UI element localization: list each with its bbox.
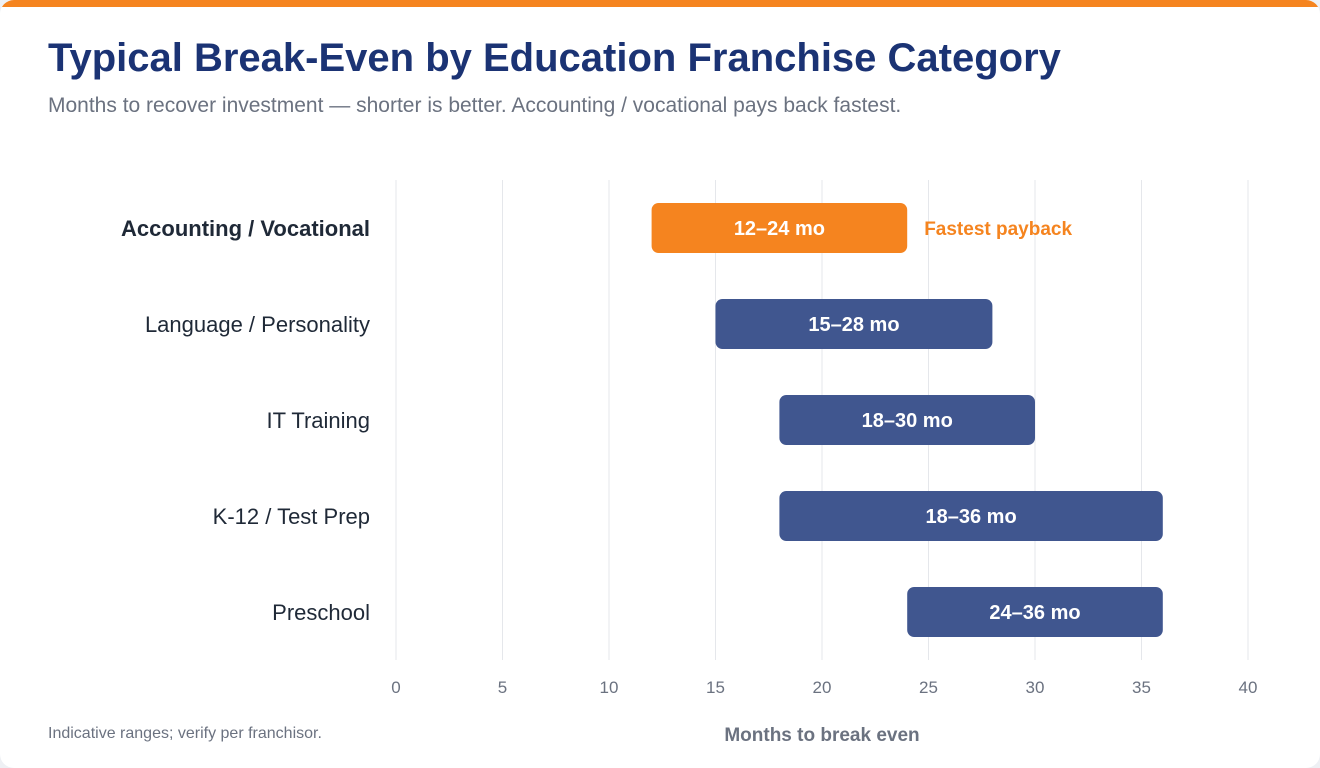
range-bar <box>779 395 1035 445</box>
chart-subtitle: Months to recover investment — shorter i… <box>48 94 902 117</box>
bar-data-label: 12–24 mo <box>734 218 825 240</box>
bar-data-label: 18–30 mo <box>862 410 953 432</box>
category-label: Preschool <box>272 600 370 625</box>
x-tick-label: 20 <box>813 678 832 697</box>
bar-data-label: 18–36 mo <box>926 506 1017 528</box>
category-label: IT Training <box>266 408 370 433</box>
x-tick-label: 35 <box>1132 678 1151 697</box>
x-axis-label: Months to break even <box>724 725 919 746</box>
accent-top-bar <box>0 0 1320 7</box>
range-bar <box>907 587 1163 637</box>
x-tick-label: 5 <box>498 678 507 697</box>
bar-data-label: 24–36 mo <box>989 602 1080 624</box>
chart-title: Typical Break-Even by Education Franchis… <box>48 36 1061 80</box>
range-bar <box>779 491 1163 541</box>
bar-data-label: 15–28 mo <box>808 314 899 336</box>
fastest-payback-annotation: Fastest payback <box>924 219 1072 240</box>
category-label: Language / Personality <box>145 312 370 337</box>
x-tick-label: 0 <box>391 678 400 697</box>
x-tick-label: 15 <box>706 678 725 697</box>
footnote: Indicative ranges; verify per franchisor… <box>48 725 322 742</box>
x-tick-label: 30 <box>1026 678 1045 697</box>
category-label: Accounting / Vocational <box>121 216 370 241</box>
x-tick-label: 25 <box>919 678 938 697</box>
x-tick-label: 10 <box>600 678 619 697</box>
x-tick-label: 40 <box>1239 678 1258 697</box>
category-label: K-12 / Test Prep <box>213 504 370 529</box>
range-bar <box>651 203 908 253</box>
range-bar <box>715 299 993 349</box>
